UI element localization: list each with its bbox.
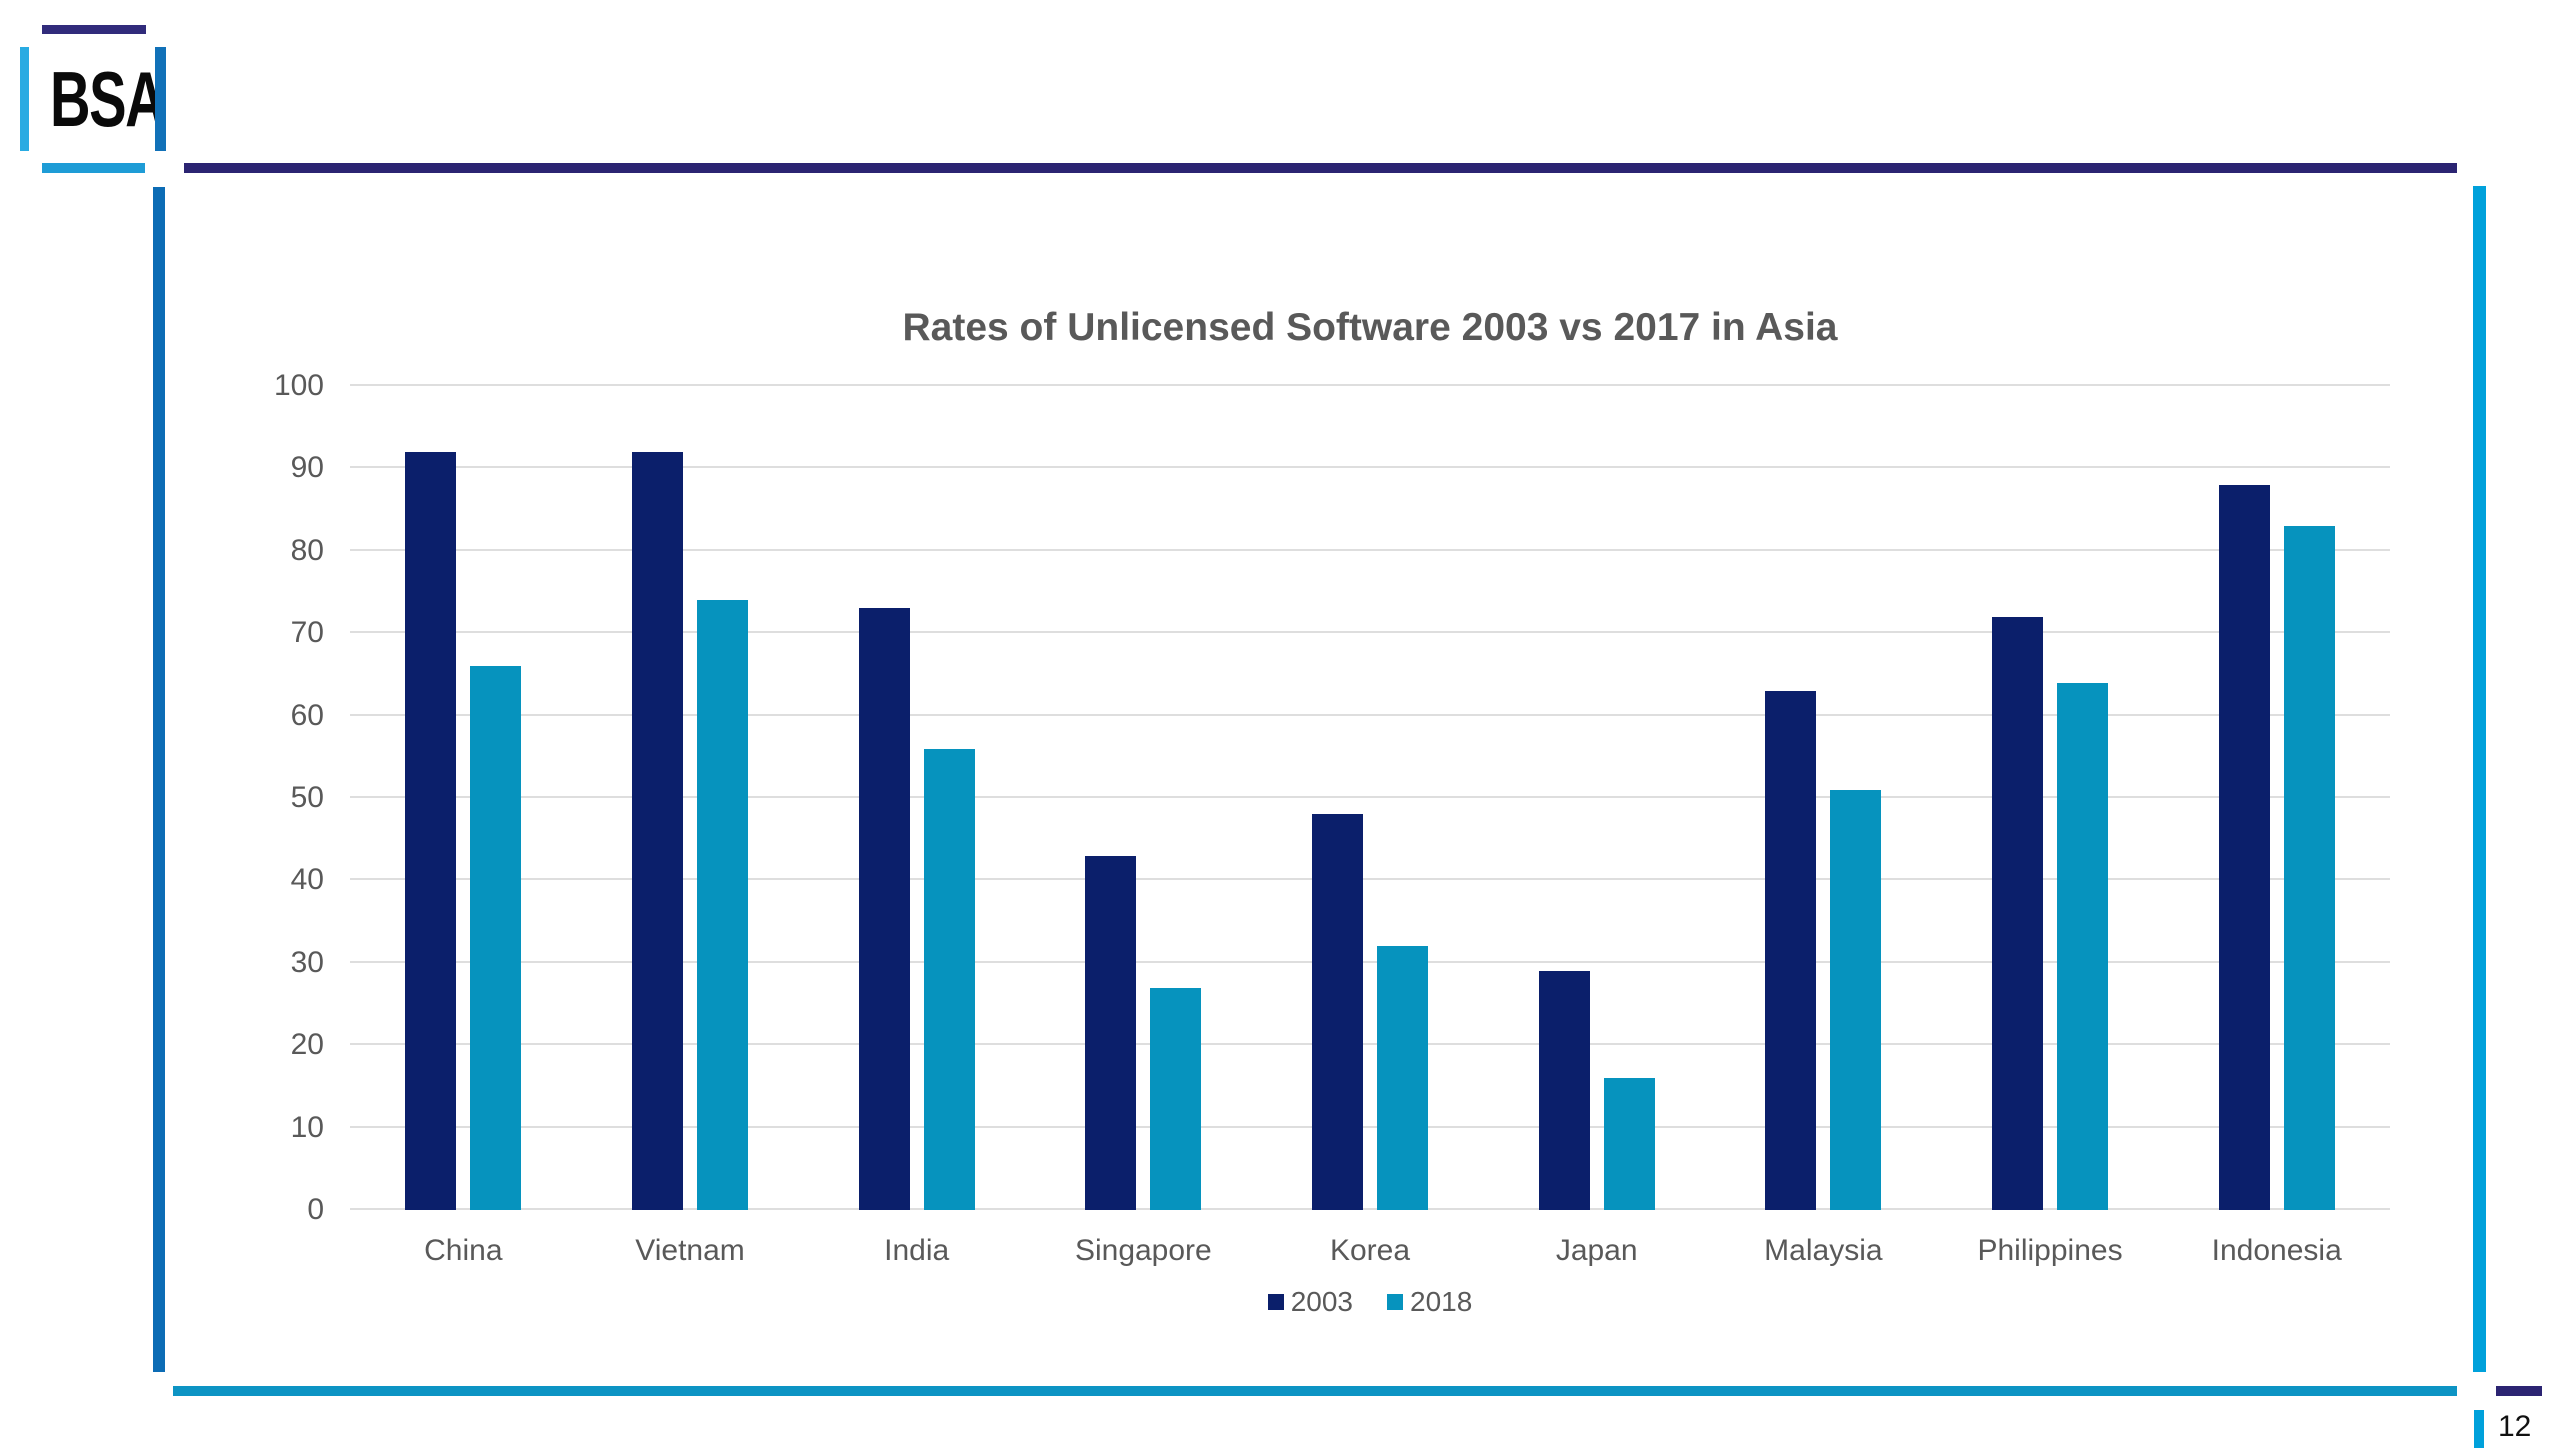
legend-swatch-2003	[1267, 1294, 1284, 1310]
bar-group-philippines	[1937, 386, 2164, 1210]
bar-group-malaysia	[1710, 386, 1937, 1210]
bar-group-vietnam	[577, 386, 804, 1210]
frame-top-line	[184, 163, 2457, 173]
legend-swatch-2018	[1387, 1294, 1403, 1310]
y-tick-label-50: 50	[290, 781, 324, 814]
gridline-50	[350, 796, 2390, 798]
chart-title: Rates of Unlicensed Software 2003 vs 201…	[902, 306, 1838, 349]
bar-group-korea	[1257, 386, 1484, 1210]
bar-2003-china	[405, 451, 457, 1210]
gridline-70	[350, 631, 2390, 634]
frame-bottom-purple-line	[2496, 1386, 2542, 1396]
y-tick-label-80: 80	[290, 533, 324, 567]
bar-group-india	[803, 386, 1030, 1210]
gridline-0	[350, 1208, 2390, 1210]
bar-2003-philippines	[1992, 616, 2044, 1210]
x-label-indonesia: Indonesia	[2211, 1234, 2342, 1267]
x-label-india: India	[884, 1234, 950, 1267]
y-tick-label-90: 90	[290, 451, 324, 485]
y-tick-label-10: 10	[290, 1110, 324, 1144]
bar-2003-korea	[1312, 814, 1364, 1210]
x-label-singapore: Singapore	[1074, 1234, 1212, 1267]
x-label-vietnam: Vietnam	[635, 1234, 745, 1267]
bar-groups	[350, 386, 2390, 1210]
gridline-20	[350, 1043, 2390, 1046]
bar-group-singapore	[1030, 386, 1257, 1210]
frame-right-bar	[2473, 186, 2486, 1372]
bar-group-indonesia	[2163, 386, 2390, 1210]
bar-2018-singapore	[1150, 987, 1202, 1210]
y-tick-label-60: 60	[290, 698, 324, 732]
bsa-logo: BSA	[50, 55, 166, 143]
y-tick-label-40: 40	[290, 863, 324, 897]
x-axis-category-labels: China Vietnam India Singapore Korea Japan Mala…	[350, 1234, 2390, 1268]
legend-label-2018: 2018	[1410, 1286, 1473, 1317]
gridline-10	[350, 1125, 2390, 1128]
gridline-40	[350, 878, 2390, 881]
legend-item-2018: 2018	[1387, 1286, 1472, 1318]
legend-item-2003: 2003	[1267, 1286, 1353, 1318]
bar-2003-india	[858, 608, 910, 1210]
x-label-china: China	[424, 1234, 503, 1267]
bar-2003-singapore	[1085, 855, 1137, 1210]
legend-label-2003: 2003	[1290, 1286, 1353, 1317]
bar-2003-vietnam	[632, 451, 683, 1210]
chart-legend: 2003 2018	[350, 1286, 2390, 1318]
frame-left-bar	[153, 187, 165, 1372]
bar-2018-vietnam	[697, 600, 748, 1210]
bar-group-japan	[1483, 386, 1710, 1210]
page-number: 12	[2498, 1410, 2532, 1443]
gridline-60	[350, 713, 2390, 716]
bar-2003-japan	[1538, 971, 1590, 1210]
bar-2018-china	[470, 666, 522, 1210]
y-tick-label-20: 20	[290, 1028, 324, 1062]
logo-left-bar	[20, 47, 29, 151]
x-label-philippines: Philippines	[1977, 1234, 2123, 1267]
gridline-80	[350, 548, 2390, 551]
bar-2018-korea	[1377, 946, 1429, 1210]
logo-bottom-bar	[42, 163, 145, 173]
x-label-japan: Japan	[1555, 1234, 1638, 1267]
bar-2018-indonesia	[2283, 526, 2335, 1210]
bar-2018-malaysia	[1830, 789, 1882, 1210]
gridline-90	[350, 466, 2390, 469]
bar-2018-india	[923, 748, 975, 1210]
gridline-30	[350, 960, 2390, 963]
bar-2003-malaysia	[1765, 690, 1817, 1210]
bar-2003-indonesia	[2218, 484, 2270, 1210]
bar-2018-japan	[1603, 1078, 1655, 1210]
frame-corner-stub	[2474, 1410, 2484, 1448]
y-tick-label-0: 0	[307, 1193, 324, 1226]
x-label-malaysia: Malaysia	[1764, 1234, 1883, 1267]
y-tick-label-100: 100	[273, 369, 324, 402]
y-tick-label-70: 70	[290, 616, 324, 650]
x-label-korea: Korea	[1329, 1234, 1411, 1267]
bar-group-china	[350, 386, 577, 1210]
y-tick-label-30: 30	[290, 945, 324, 979]
logo-top-bar	[42, 25, 146, 34]
logo-right-bar	[155, 47, 166, 151]
gridline-100	[350, 384, 2390, 386]
plot-area: 0 10 20 30 40 50 60 70 80 90 100 China Vietnam India…	[274, 369, 2390, 1317]
frame-bottom-line	[173, 1386, 2457, 1396]
bar-2018-philippines	[2057, 682, 2109, 1210]
